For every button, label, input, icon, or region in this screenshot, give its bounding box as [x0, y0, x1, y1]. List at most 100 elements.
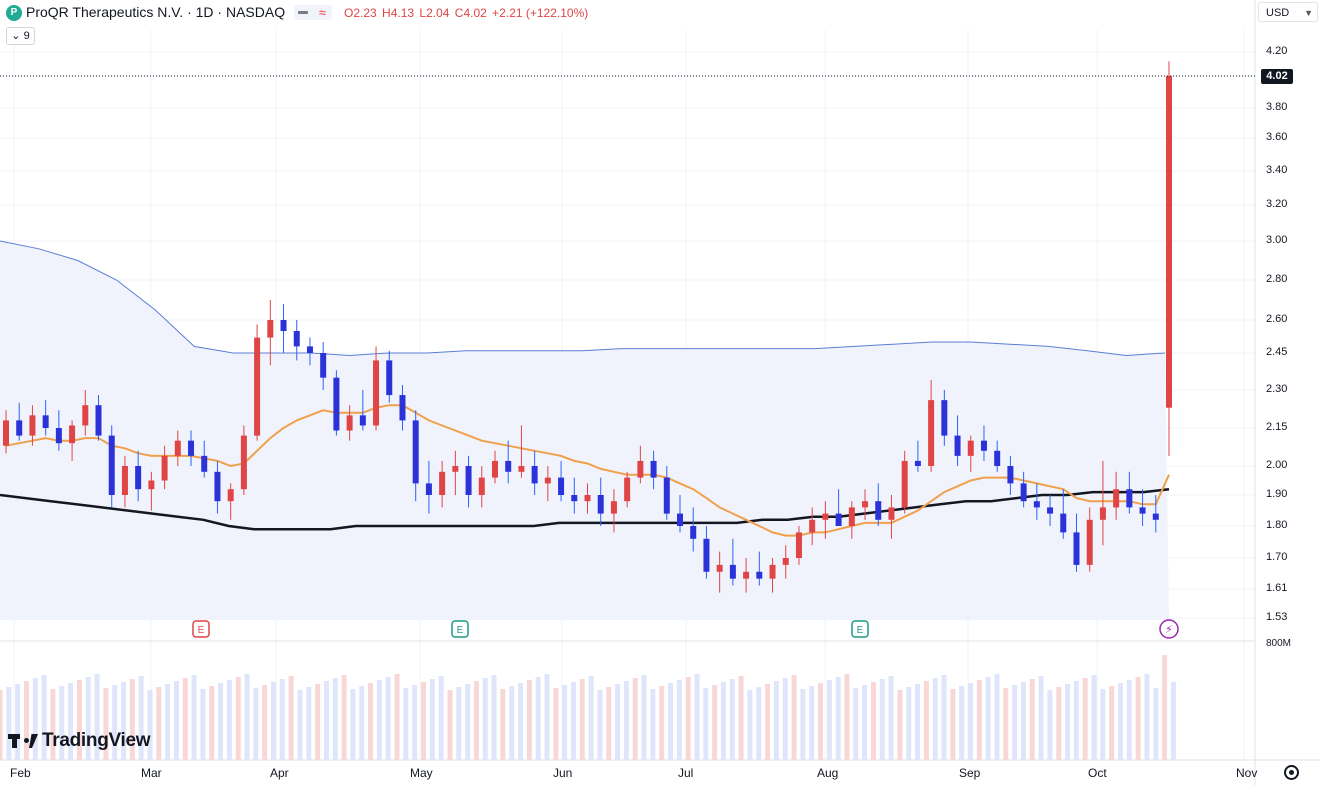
candle-body: [399, 395, 406, 421]
candle-body: [1113, 489, 1120, 508]
candle-body: [1007, 466, 1014, 484]
volume-bar: [518, 683, 524, 760]
candle-body: [862, 501, 869, 508]
volume-bar: [420, 682, 426, 760]
indicators-toggle[interactable]: ⌄ 9: [6, 27, 35, 45]
candle-body: [1166, 76, 1172, 408]
candle-body: [558, 477, 565, 495]
price-axis-label: 1.90: [1266, 488, 1288, 500]
candle-body: [1060, 513, 1067, 533]
volume-bar: [862, 685, 868, 760]
candle-body: [1139, 507, 1146, 514]
currency-select[interactable]: USD ▼: [1258, 2, 1318, 22]
indicator-count: 9: [23, 30, 30, 42]
volume-bar: [747, 690, 753, 760]
volume-bar: [1056, 687, 1062, 760]
volume-bar: [112, 685, 118, 760]
volume-bar: [941, 675, 947, 760]
volume-bar: [668, 683, 674, 760]
time-axis-label: Apr: [270, 766, 289, 780]
volume-bar: [235, 677, 241, 760]
time-axis-label: May: [410, 766, 433, 780]
price-axis-label: 1.53: [1266, 611, 1288, 623]
settings-icon[interactable]: [1284, 765, 1299, 780]
candle-body: [597, 495, 604, 514]
volume-bar: [632, 678, 638, 760]
price-axis-label: 1.80: [1266, 519, 1288, 531]
sma200-line: [0, 487, 1170, 531]
price-axis-label: 2.45: [1266, 346, 1288, 358]
compare-buttons[interactable]: ≈: [294, 5, 332, 20]
volume-bar: [818, 683, 824, 760]
chevron-down-icon: ▼: [1304, 8, 1313, 18]
tradingview-logo[interactable]: TradingView: [8, 730, 151, 752]
volume-bar: [147, 690, 153, 760]
volume-bar: [888, 676, 894, 760]
volume-bar: [500, 689, 506, 760]
volume-bar: [323, 681, 329, 760]
volume-bar: [394, 674, 400, 760]
candle-body: [743, 571, 750, 579]
volume-bar: [209, 686, 215, 760]
volume-bar: [694, 674, 700, 760]
volume-bar: [32, 678, 38, 760]
ohlc-change: +2.21 (+122.10%): [492, 6, 589, 20]
volume-bar: [121, 682, 127, 760]
volume-bar: [1109, 686, 1115, 760]
price-axis-label: 3.00: [1266, 234, 1288, 246]
earnings-marker-icon: [451, 620, 469, 638]
volume-bar: [1117, 683, 1123, 760]
time-axis-label: Oct: [1088, 766, 1107, 780]
candle-body: [412, 420, 419, 484]
volume-bar: [562, 685, 568, 760]
candle-body: [3, 420, 9, 446]
candle-body: [690, 526, 697, 539]
candle-body: [373, 360, 380, 426]
volume-bar: [182, 678, 188, 760]
candle-body: [769, 564, 776, 579]
price-axis-label: 2.60: [1266, 313, 1288, 325]
candle-body: [95, 405, 102, 436]
candle-body: [346, 415, 353, 431]
volume-bar: [0, 690, 3, 760]
volume-bar: [376, 680, 382, 760]
candle-body: [571, 495, 578, 502]
volume-bar: [1144, 674, 1150, 760]
volume-bar: [173, 681, 179, 760]
candle-body: [1033, 501, 1040, 508]
volume-bar: [68, 683, 74, 760]
candle-body: [610, 501, 617, 514]
volume-bar: [623, 681, 629, 760]
volume-bar: [94, 674, 100, 760]
volume-bar: [588, 676, 594, 760]
volume-bar: [59, 686, 65, 760]
event-flash-label: ⚡: [1165, 623, 1173, 636]
candle-body: [901, 460, 908, 508]
time-axis-label: Jul: [678, 766, 694, 780]
price-axis-label: 4.20: [1266, 45, 1288, 57]
volume-bar: [156, 687, 162, 760]
ohlc-open: O2.23: [344, 6, 377, 20]
symbol-title[interactable]: ProQR Therapeutics N.V. · 1D · NASDAQ: [26, 4, 286, 20]
volume-bar: [809, 686, 815, 760]
minus-icon[interactable]: [298, 11, 308, 14]
candle-body: [267, 320, 274, 338]
volume-bar: [526, 680, 532, 760]
candle-body: [994, 450, 1001, 466]
volume-bar: [85, 677, 91, 760]
candle-body: [55, 428, 62, 444]
candle-body: [795, 532, 802, 558]
price-axis-label: 3.80: [1266, 101, 1288, 113]
candle-body: [980, 440, 987, 451]
volume-bar: [553, 688, 559, 760]
volume-bar: [976, 680, 982, 760]
volume-bar: [403, 688, 409, 760]
candle-body: [954, 435, 961, 456]
approx-icon[interactable]: ≈: [318, 5, 327, 20]
earnings-marker-icon: [192, 620, 210, 638]
candle-body: [756, 571, 763, 579]
ohlc-close: C4.02: [454, 6, 487, 20]
volume-bar: [835, 677, 841, 760]
price-axis-label: 2.15: [1266, 421, 1288, 433]
